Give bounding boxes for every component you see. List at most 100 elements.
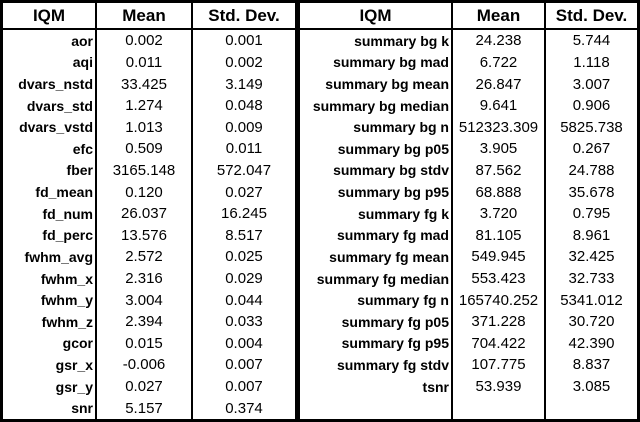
std-dev-value: 0.267	[544, 138, 637, 160]
table-row	[300, 397, 637, 419]
table-row: summary fg median 553.423 32.733	[300, 267, 637, 290]
std-dev-value: 0.795	[544, 202, 637, 225]
iqm-label: fd_perc	[42, 227, 93, 244]
std-dev-value: 42.390	[544, 332, 637, 355]
std-dev-value: 0.033	[191, 310, 295, 333]
iqm-label: gsr_x	[55, 356, 93, 373]
std-dev-value: 0.029	[191, 267, 295, 290]
mean-value: 704.422	[451, 332, 545, 355]
column-header-mean: Mean	[451, 3, 545, 30]
iqm-label: fwhm_y	[40, 292, 93, 309]
table-row: fwhm_z 2.394 0.033	[3, 310, 295, 333]
mean-value: 165740.252	[451, 289, 545, 311]
iqm-label: summary fg p95	[341, 335, 449, 352]
table-row: dvars_vstd 1.013 0.009	[3, 116, 295, 139]
mean-value: 24.238	[451, 29, 545, 52]
table-row: snr 5.157 0.374	[3, 397, 295, 419]
std-dev-value: 0.374	[191, 397, 295, 419]
mean-value: 2.572	[95, 246, 192, 268]
header-row: IQM Mean Std. Dev.	[300, 3, 637, 30]
column-header-iqm: IQM	[300, 3, 452, 30]
std-dev-value: 0.906	[544, 94, 637, 117]
iqm-label: summary fg stdv	[336, 356, 449, 373]
iqm-label: summary fg median	[316, 270, 449, 287]
iqm-label: summary bg p95	[337, 184, 449, 201]
mean-value	[451, 397, 545, 419]
iqm-label: gsr_y	[55, 378, 93, 395]
std-dev-value: 0.007	[191, 354, 295, 376]
mean-value: 0.011	[95, 51, 192, 74]
iqm-label: summary fg n	[357, 292, 449, 309]
iqm-label: summary bg n	[353, 119, 449, 136]
mean-value: 371.228	[451, 310, 545, 333]
iqm-label	[300, 397, 452, 419]
table-row: summary bg n 512323.309 5825.738	[300, 116, 637, 139]
mean-value: 26.037	[95, 202, 192, 225]
std-dev-value: 0.011	[191, 138, 295, 160]
std-dev-value: 0.048	[191, 94, 295, 117]
std-dev-value: 8.961	[544, 224, 637, 247]
iqm-label: fwhm_avg	[24, 248, 93, 265]
table-row: dvars_nstd 33.425 3.149	[3, 73, 295, 95]
mean-value: 13.576	[95, 224, 192, 247]
table-row: summary fg stdv 107.775 8.837	[300, 354, 637, 376]
mean-value: 3.720	[451, 202, 545, 225]
std-dev-value: 572.047	[191, 159, 295, 182]
iqm-label: summary bg stdv	[333, 162, 449, 179]
std-dev-value: 1.118	[544, 51, 637, 74]
table-divider	[295, 3, 300, 419]
iqm-label: dvars_nstd	[18, 76, 93, 93]
mean-value: 549.945	[451, 246, 545, 268]
std-dev-value: 32.733	[544, 267, 637, 290]
table-row: fwhm_x 2.316 0.029	[3, 267, 295, 290]
iqm-label: efc	[72, 140, 93, 157]
table-row: aqi 0.011 0.002	[3, 51, 295, 74]
std-dev-value: 32.425	[544, 246, 637, 268]
iqm-label: fwhm_x	[40, 270, 93, 287]
table-row: efc 0.509 0.011	[3, 138, 295, 160]
table-row: gsr_y 0.027 0.007	[3, 375, 295, 398]
mean-value: 9.641	[451, 94, 545, 117]
std-dev-value: 3.007	[544, 73, 637, 95]
std-dev-value: 24.788	[544, 159, 637, 182]
table-row: aor 0.002 0.001	[3, 29, 295, 52]
table-row: summary bg p05 3.905 0.267	[300, 138, 637, 160]
iqm-label: snr	[71, 400, 93, 417]
header-row: IQM Mean Std. Dev.	[3, 3, 295, 30]
mean-value: -0.006	[95, 354, 192, 376]
table-row: summary bg k 24.238 5.744	[300, 29, 637, 52]
column-header-std-dev: Std. Dev.	[191, 3, 295, 30]
table-row: summary fg p95 704.422 42.390	[300, 332, 637, 355]
mean-value: 107.775	[451, 354, 545, 376]
column-header-mean: Mean	[95, 3, 192, 30]
table-row: fwhm_avg 2.572 0.025	[3, 246, 295, 268]
mean-value: 3.004	[95, 289, 192, 311]
mean-value: 6.722	[451, 51, 545, 74]
table-row: summary bg mean 26.847 3.007	[300, 73, 637, 95]
table-row: dvars_std 1.274 0.048	[3, 94, 295, 117]
std-dev-value: 16.245	[191, 202, 295, 225]
iqm-label: summary bg k	[354, 32, 449, 49]
mean-value: 0.120	[95, 181, 192, 203]
std-dev-value: 0.002	[191, 51, 295, 74]
table-row: fber 3165.148 572.047	[3, 159, 295, 182]
iqm-label: fber	[66, 162, 93, 179]
mean-value: 0.015	[95, 332, 192, 355]
iqm-label: summary fg mean	[329, 248, 449, 265]
table-row: tsnr 53.939 3.085	[300, 375, 637, 398]
mean-value: 53.939	[451, 375, 545, 398]
table-row: fwhm_y 3.004 0.044	[3, 289, 295, 311]
mean-value: 512323.309	[451, 116, 545, 139]
iqm-label: summary fg k	[357, 205, 449, 222]
iqm-label: summary bg mean	[325, 76, 449, 93]
mean-value: 553.423	[451, 267, 545, 290]
std-dev-value: 8.837	[544, 354, 637, 376]
mean-value: 0.027	[95, 375, 192, 398]
table-row: fd_perc 13.576 8.517	[3, 224, 295, 247]
mean-value: 0.002	[95, 29, 192, 52]
std-dev-value: 0.001	[191, 29, 295, 52]
column-header-iqm: IQM	[3, 3, 96, 30]
table-row: summary bg p95 68.888 35.678	[300, 181, 637, 203]
iqm-label: dvars_std	[26, 97, 93, 114]
